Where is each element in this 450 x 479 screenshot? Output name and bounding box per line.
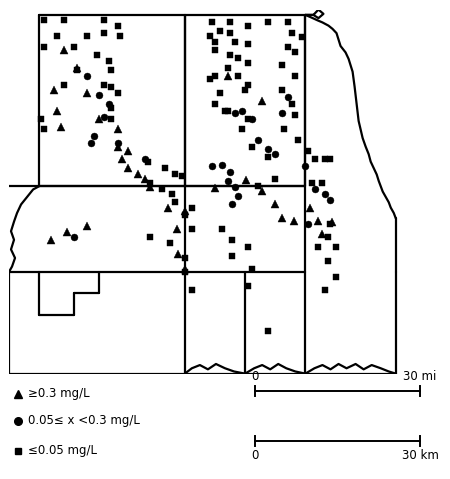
Text: ≥0.3 mg/L: ≥0.3 mg/L: [28, 387, 90, 400]
Text: 30 mi: 30 mi: [403, 370, 436, 383]
Text: 0: 0: [251, 449, 259, 462]
Text: 0: 0: [251, 370, 259, 383]
Text: 0.05≤ x <0.3 mg/L: 0.05≤ x <0.3 mg/L: [28, 414, 140, 427]
Text: ≤0.05 mg/L: ≤0.05 mg/L: [28, 445, 97, 457]
Text: 30 km: 30 km: [401, 449, 438, 462]
